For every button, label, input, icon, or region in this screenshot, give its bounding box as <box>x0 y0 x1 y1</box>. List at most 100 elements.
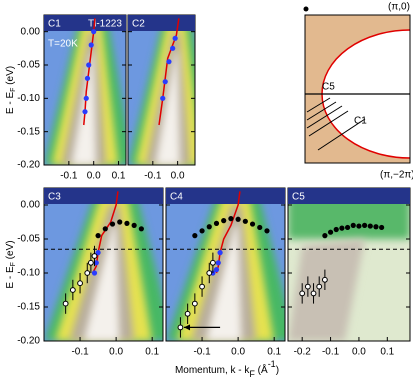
data-point <box>213 220 220 226</box>
data-point-open <box>304 283 311 290</box>
plot-area <box>62 191 144 314</box>
data-point <box>166 59 172 65</box>
data-point <box>249 221 256 227</box>
data-point-open <box>199 283 205 290</box>
data-point-open <box>62 300 69 307</box>
y-tick-label: -0.05 <box>17 60 40 71</box>
data-point <box>199 228 205 234</box>
x-tick-label: 0.0 <box>171 171 185 182</box>
x-tick-label: -0.1 <box>71 347 89 358</box>
data-point <box>327 229 334 235</box>
data-point <box>83 95 89 101</box>
x-axis-label: Momentum, k - kF (Å-1) <box>175 359 279 379</box>
data-point-open <box>316 283 323 290</box>
map-white <box>205 225 242 341</box>
data-point <box>217 250 223 256</box>
panel-title: C4 <box>170 192 183 203</box>
x-tick-label: -0.1 <box>144 171 162 182</box>
x-tick-label: 0.1 <box>267 347 281 358</box>
cut-line <box>306 101 337 121</box>
data-point-open <box>206 270 213 276</box>
data-point <box>362 222 368 228</box>
data-point <box>264 228 270 234</box>
plot-area <box>299 222 385 304</box>
data-point <box>84 75 91 81</box>
plot-area <box>82 18 97 126</box>
data-point <box>91 270 98 276</box>
y-tick-label: -0.15 <box>17 302 40 313</box>
x-tick-label: -0.1 <box>193 347 211 358</box>
x-tick-label: 0.1 <box>112 171 126 182</box>
cut-label: C5 <box>322 82 335 93</box>
map-white <box>71 51 97 165</box>
annotation: T=20K <box>48 39 78 50</box>
data-point-open <box>321 276 328 283</box>
corner-label: (π,−2π) <box>380 170 413 181</box>
y-axis-label: E - EF (eV) <box>5 66 18 114</box>
gamma-point <box>303 6 309 12</box>
map-band <box>288 239 365 341</box>
data-point <box>215 260 221 266</box>
data-point <box>172 35 178 41</box>
intensity-map <box>44 15 126 165</box>
y-axis-label: E - EF (eV) <box>5 240 18 288</box>
data-point <box>88 42 94 48</box>
x-tick-label: 0.1 <box>380 347 394 358</box>
data-point <box>95 233 101 239</box>
x-tick-label: -0.1 <box>60 171 78 182</box>
data-point <box>344 224 351 231</box>
x-tick-label: 0.0 <box>231 347 245 358</box>
data-point <box>206 224 212 230</box>
y-tick-label: -0.20 <box>17 160 40 171</box>
y-tick-label: -0.20 <box>17 336 40 347</box>
corner-label: (π,0) <box>388 2 410 13</box>
y-label-main: E - E <box>5 266 16 289</box>
x-label-main: Momentum, k - k <box>175 365 250 376</box>
data-point <box>170 45 176 51</box>
data-point <box>93 260 99 266</box>
panel: C4 -0.1 0.0 0.1 <box>165 187 286 358</box>
intensity-map <box>166 188 285 341</box>
fit-line <box>215 191 241 274</box>
data-point <box>322 233 328 239</box>
data-point <box>91 29 97 35</box>
cut-line <box>308 110 349 137</box>
panel: C5 -0.2 -0.1 0.0 0.1 <box>287 187 411 358</box>
x-tick-label: 0.0 <box>87 171 101 182</box>
plot-area <box>158 18 180 126</box>
panel: C2 -0.1 0.0 <box>127 14 196 182</box>
data-point <box>192 233 198 239</box>
panel-title: C2 <box>132 19 145 30</box>
data-point <box>339 225 345 231</box>
y-tick-label: -0.10 <box>17 93 40 104</box>
x-tick-label: -0.1 <box>322 347 340 358</box>
data-point-open <box>310 290 317 297</box>
arrow-head <box>184 324 191 331</box>
panel-title: C5 <box>292 192 305 203</box>
plot-area <box>177 191 270 338</box>
data-point <box>242 218 248 224</box>
y-label-sub: F <box>10 88 17 92</box>
data-point <box>86 62 92 68</box>
x-tick-label: 0.0 <box>109 347 123 358</box>
intensity-map <box>288 188 410 341</box>
data-point <box>257 224 263 231</box>
data-point <box>109 221 116 227</box>
y-tick-label: -0.10 <box>17 268 40 279</box>
cut-line <box>306 105 343 129</box>
y-tick-label: -0.15 <box>17 126 40 137</box>
panel-header <box>44 188 163 204</box>
cut-line <box>306 97 331 113</box>
data-point-open <box>69 287 76 293</box>
data-point-open <box>77 280 83 287</box>
x-label-end: ) <box>276 365 279 376</box>
x-label-sub: F <box>249 369 255 379</box>
data-point <box>160 95 166 101</box>
data-point-open <box>191 300 198 307</box>
data-point <box>95 250 101 256</box>
data-point <box>221 218 227 224</box>
data-point-open <box>87 259 94 266</box>
data-point <box>367 223 373 229</box>
data-point <box>373 224 379 230</box>
y-label-sub: F <box>10 262 17 266</box>
